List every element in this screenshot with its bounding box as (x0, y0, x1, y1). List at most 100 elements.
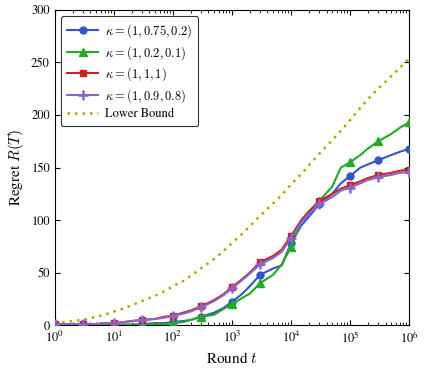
Lower Bound (139, 299, 145, 303)
$\kappa = (1, 1, 1)$ (81, 322, 86, 326)
$\kappa = (1, 0.9, 0.8)$ (330, 195, 335, 199)
$\kappa = (1, 0.9, 0.8)$ (299, 220, 304, 224)
Lower Bound (122, 306, 127, 311)
Lower Bound (240, 231, 245, 236)
$\kappa = (1, 0.2, 0.1)$ (81, 323, 86, 327)
$\kappa = (1, 0.75, 0.2)$ (358, 165, 363, 170)
$\kappa = (1, 1, 1)$ (229, 285, 234, 290)
Lower Bound (358, 105, 363, 110)
$\kappa = (1, 0.2, 0.1)$ (170, 321, 176, 326)
Lower Bound (129, 303, 134, 308)
$\kappa = (1, 0.2, 0.1)$ (338, 165, 343, 170)
Lower Bound (81, 318, 86, 322)
$\kappa = (1, 0.75, 0.2)$ (330, 192, 335, 196)
$\kappa = (1, 0.2, 0.1)$ (365, 147, 370, 151)
$\kappa = (1, 1, 1)$ (212, 298, 217, 302)
$\kappa = (1, 1, 1)$ (52, 322, 57, 326)
$\kappa = (1, 0.2, 0.1)$ (330, 184, 335, 189)
$\kappa = (1, 0.75, 0.2)$ (407, 147, 412, 151)
$\kappa = (1, 0.2, 0.1)$ (198, 315, 204, 319)
$\kappa = (1, 0.9, 0.8)$ (122, 320, 127, 324)
$\kappa = (1, 0.2, 0.1)$ (122, 323, 127, 327)
$\kappa = (1, 0.75, 0.2)$ (93, 323, 98, 327)
$\kappa = (1, 0.2, 0.1)$ (358, 153, 363, 157)
$\kappa = (1, 0.2, 0.1)$ (93, 323, 98, 327)
$\kappa = (1, 1, 1)$ (279, 247, 285, 252)
$\kappa = (1, 0.9, 0.8)$ (170, 314, 176, 318)
$\kappa = (1, 0.2, 0.1)$ (240, 296, 245, 300)
$\kappa = (1, 0.2, 0.1)$ (299, 218, 304, 222)
$\kappa = (1, 1, 1)$ (247, 270, 252, 275)
$\kappa = (1, 0.9, 0.8)$ (70, 322, 75, 326)
$\kappa = (1, 0.75, 0.2)$ (288, 241, 293, 246)
$\kappa = (1, 0.9, 0.8)$ (102, 321, 107, 326)
$\kappa = (1, 0.9, 0.8)$ (358, 181, 363, 186)
$\kappa = (1, 0.2, 0.1)$ (247, 292, 252, 296)
$\kappa = (1, 0.9, 0.8)$ (161, 315, 166, 320)
$\kappa = (1, 0.2, 0.1)$ (271, 273, 276, 277)
$\kappa = (1, 0.9, 0.8)$ (229, 286, 234, 291)
$\kappa = (1, 0.75, 0.2)$ (365, 162, 370, 167)
$\kappa = (1, 0.75, 0.2)$ (212, 310, 217, 315)
$\kappa = (1, 0.9, 0.8)$ (348, 185, 353, 190)
$\kappa = (1, 0.75, 0.2)$ (229, 300, 234, 304)
$\kappa = (1, 0.75, 0.2)$ (247, 284, 252, 289)
$\kappa = (1, 1, 1)$ (338, 186, 343, 191)
$\kappa = (1, 0.9, 0.8)$ (271, 256, 276, 260)
Lower Bound (153, 294, 158, 298)
$\kappa = (1, 1, 1)$ (299, 218, 304, 222)
$\kappa = (1, 0.9, 0.8)$ (240, 278, 245, 282)
$\kappa = (1, 1, 1)$ (240, 277, 245, 281)
$\kappa = (1, 0.75, 0.2)$ (299, 223, 304, 228)
$\kappa = (1, 0.9, 0.8)$ (306, 212, 311, 216)
$\kappa = (1, 1, 1)$ (198, 304, 204, 308)
Lower Bound (257, 214, 262, 218)
Lower Bound (348, 118, 353, 122)
Lower Bound (330, 138, 335, 142)
$\kappa = (1, 0.2, 0.1)$ (129, 323, 134, 327)
Lower Bound (299, 171, 304, 176)
$\kappa = (1, 0.9, 0.8)$ (220, 294, 225, 298)
$\kappa = (1, 1, 1)$ (93, 322, 98, 326)
$\kappa = (1, 1, 1)$ (358, 179, 363, 183)
$\kappa = (1, 0.9, 0.8)$ (153, 317, 158, 321)
$\kappa = (1, 0.2, 0.1)$ (229, 302, 234, 307)
$\kappa = (1, 0.75, 0.2)$ (198, 315, 204, 319)
$\kappa = (1, 0.75, 0.2)$ (161, 321, 166, 326)
$\kappa = (1, 1, 1)$ (161, 315, 166, 319)
$\kappa = (1, 0.2, 0.1)$ (397, 125, 402, 130)
$\kappa = (1, 0.75, 0.2)$ (181, 319, 186, 323)
Lower Bound (407, 56, 412, 61)
Lower Bound (111, 310, 116, 314)
$\kappa = (1, 0.2, 0.1)$ (181, 320, 186, 324)
Lower Bound (212, 257, 217, 261)
$\kappa = (1, 0.75, 0.2)$ (397, 150, 402, 154)
$\kappa = (1, 0.2, 0.1)$ (257, 281, 262, 285)
$\kappa = (1, 0.75, 0.2)$ (52, 322, 57, 326)
$\kappa = (1, 0.75, 0.2)$ (279, 263, 285, 267)
$\kappa = (1, 0.9, 0.8)$ (376, 175, 381, 179)
Lower Bound (271, 201, 276, 206)
$\kappa = (1, 0.2, 0.1)$ (188, 318, 193, 322)
$\kappa = (1, 0.9, 0.8)$ (212, 299, 217, 303)
Lower Bound (306, 163, 311, 168)
$\kappa = (1, 1, 1)$ (271, 254, 276, 258)
$\kappa = (1, 1, 1)$ (102, 321, 107, 326)
$\kappa = (1, 0.75, 0.2)$ (257, 273, 262, 277)
$\kappa = (1, 0.9, 0.8)$ (81, 322, 86, 326)
$\kappa = (1, 1, 1)$ (317, 199, 322, 203)
Lower Bound (229, 241, 234, 246)
$\kappa = (1, 1, 1)$ (376, 173, 381, 177)
$\kappa = (1, 0.75, 0.2)$ (70, 322, 75, 326)
$\kappa = (1, 1, 1)$ (407, 167, 412, 172)
$\kappa = (1, 1, 1)$ (306, 209, 311, 214)
$\kappa = (1, 1, 1)$ (288, 234, 293, 238)
$\kappa = (1, 1, 1)$ (348, 183, 353, 188)
$\kappa = (1, 0.75, 0.2)$ (102, 323, 107, 327)
$\kappa = (1, 0.2, 0.1)$ (306, 209, 311, 214)
$\kappa = (1, 1, 1)$ (220, 292, 225, 297)
$\kappa = (1, 1, 1)$ (70, 322, 75, 326)
$\kappa = (1, 0.2, 0.1)$ (102, 323, 107, 327)
$\kappa = (1, 0.2, 0.1)$ (317, 199, 322, 203)
$\kappa = (1, 0.2, 0.1)$ (161, 322, 166, 326)
